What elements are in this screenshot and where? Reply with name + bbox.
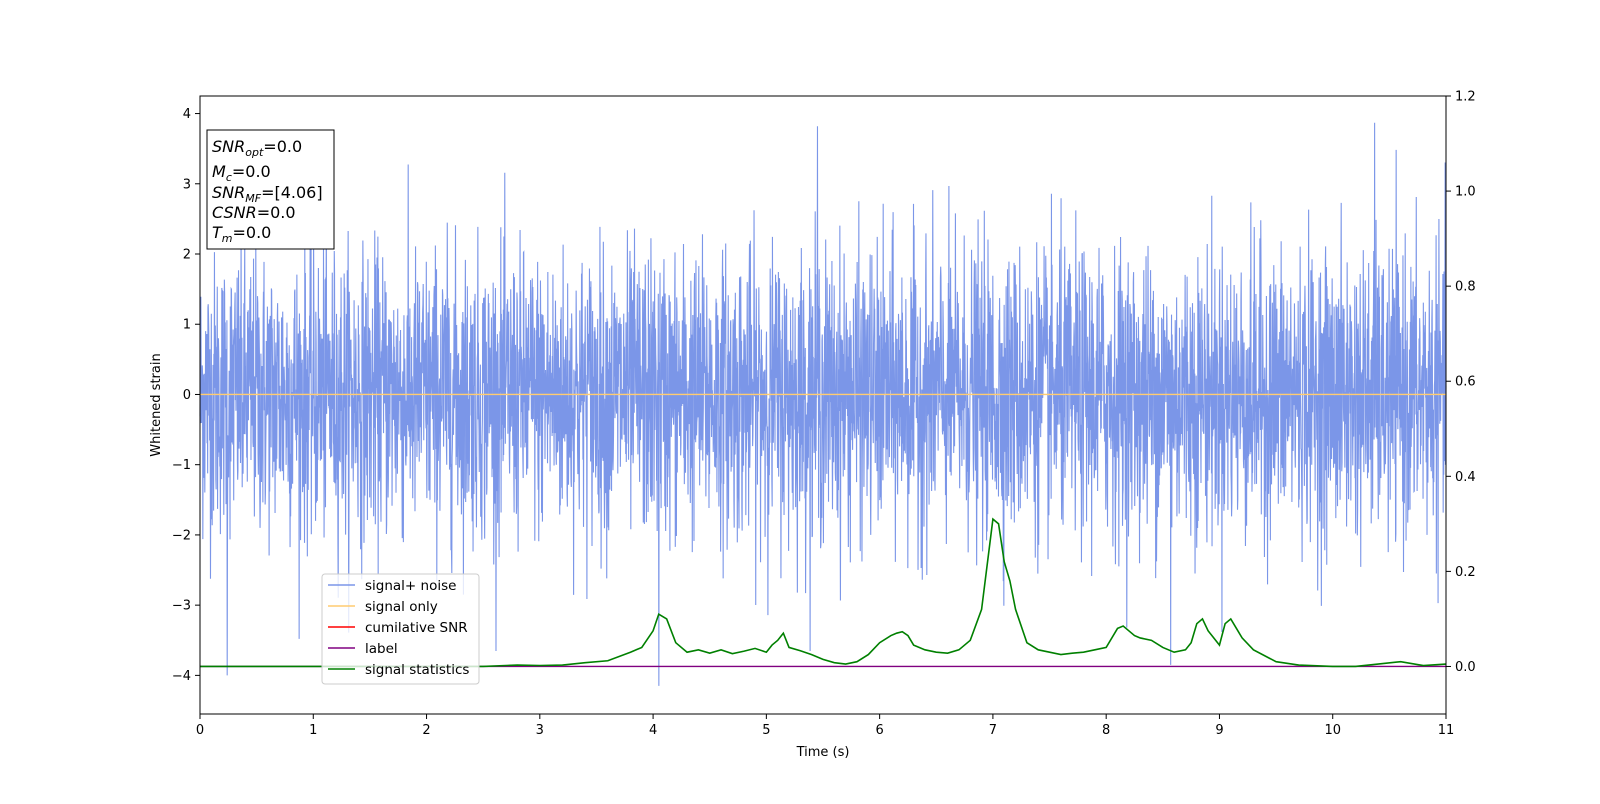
- y2-tick-label: 0.2: [1455, 565, 1476, 580]
- info-subscript: MF: [245, 192, 261, 205]
- info-box-frame: [206, 129, 335, 250]
- y2-tick-label: 0.8: [1455, 280, 1476, 295]
- legend-label: signal+ noise: [365, 578, 456, 594]
- info-line: SNRMF=[4.06]: [212, 183, 323, 205]
- x-tick-label: 2: [422, 723, 430, 738]
- info-line: Mc=0.0: [212, 162, 271, 184]
- y-tick-label: −2: [172, 528, 191, 543]
- y-axis-right: 0.0 0.2 0.4 0.6 0.8 1.0 1.2: [1446, 90, 1476, 675]
- legend-frame: [321, 573, 480, 685]
- info-value: =0.0: [263, 137, 302, 156]
- info-line: SNRopt=0.0: [212, 137, 302, 159]
- y-tick-label: 1: [183, 318, 191, 333]
- info-value: =0.0: [233, 223, 272, 242]
- info-subscript: c: [226, 171, 232, 184]
- info-line: Tm=0.0: [212, 223, 271, 245]
- y-tick-label: 2: [183, 248, 191, 263]
- stats-info-box: SNRopt=0.0Mc=0.0SNRMF=[4.06]CSNR=0.0Tm=0…: [206, 129, 335, 250]
- y2-tick-label: 1.2: [1455, 90, 1476, 105]
- x-axis: 0 1 2 3 4 5 6 7 8 9 10 11: [196, 714, 1454, 738]
- y-tick-label: 4: [183, 107, 191, 122]
- info-subscript: opt: [245, 146, 264, 159]
- info-line: CSNR=0.0: [212, 203, 296, 222]
- x-tick-label: 6: [875, 723, 883, 738]
- y-tick-label: −1: [172, 458, 191, 473]
- x-tick-label: 10: [1324, 723, 1341, 738]
- x-tick-label: 9: [1215, 723, 1223, 738]
- info-label: SNR: [212, 183, 245, 202]
- signal-noise-line: [199, 122, 1447, 686]
- x-tick-label: 3: [536, 723, 544, 738]
- signal-statistics-line: [200, 517, 1447, 668]
- info-value: =0.0: [257, 203, 296, 222]
- info-subscript: m: [222, 232, 233, 245]
- y2-tick-label: 0.0: [1455, 660, 1476, 675]
- legend: signal+ noise signal only cumilative SNR la…: [321, 573, 480, 685]
- y-tick-label: 0: [183, 388, 191, 403]
- legend-label: label: [365, 641, 398, 657]
- y-axis-left: −4 −3 −2 −1 0 1 2 3 4: [172, 107, 200, 684]
- plot-frame: [199, 95, 1447, 715]
- x-tick-label: 7: [989, 723, 997, 738]
- y-tick-label: −3: [172, 599, 191, 614]
- x-tick-label: 8: [1102, 723, 1110, 738]
- legend-label: signal only: [365, 599, 438, 615]
- y-tick-label: 3: [183, 177, 191, 192]
- x-tick-label: 11: [1438, 723, 1455, 738]
- x-axis-title: Time (s): [796, 745, 850, 760]
- y2-tick-label: 1.0: [1455, 185, 1476, 200]
- x-tick-label: 4: [649, 723, 657, 738]
- info-value: =0.0: [232, 162, 271, 181]
- y-axis-title: Whitened strain: [149, 353, 164, 456]
- legend-label: cumilative SNR: [365, 620, 468, 636]
- info-label: M: [212, 162, 226, 181]
- x-tick-label: 0: [196, 723, 204, 738]
- y2-tick-label: 0.4: [1455, 470, 1476, 485]
- y-tick-label: −4: [172, 669, 191, 684]
- y2-tick-label: 0.6: [1455, 375, 1476, 390]
- info-value: =[4.06]: [261, 183, 323, 202]
- x-tick-label: 1: [309, 723, 317, 738]
- x-tick-label: 5: [762, 723, 770, 738]
- info-label: SNR: [212, 137, 245, 156]
- info-label: CSNR: [212, 203, 257, 222]
- signal-noise-series: [199, 122, 1447, 686]
- legend-label: signal statistics: [365, 662, 469, 678]
- info-label: T: [212, 223, 223, 242]
